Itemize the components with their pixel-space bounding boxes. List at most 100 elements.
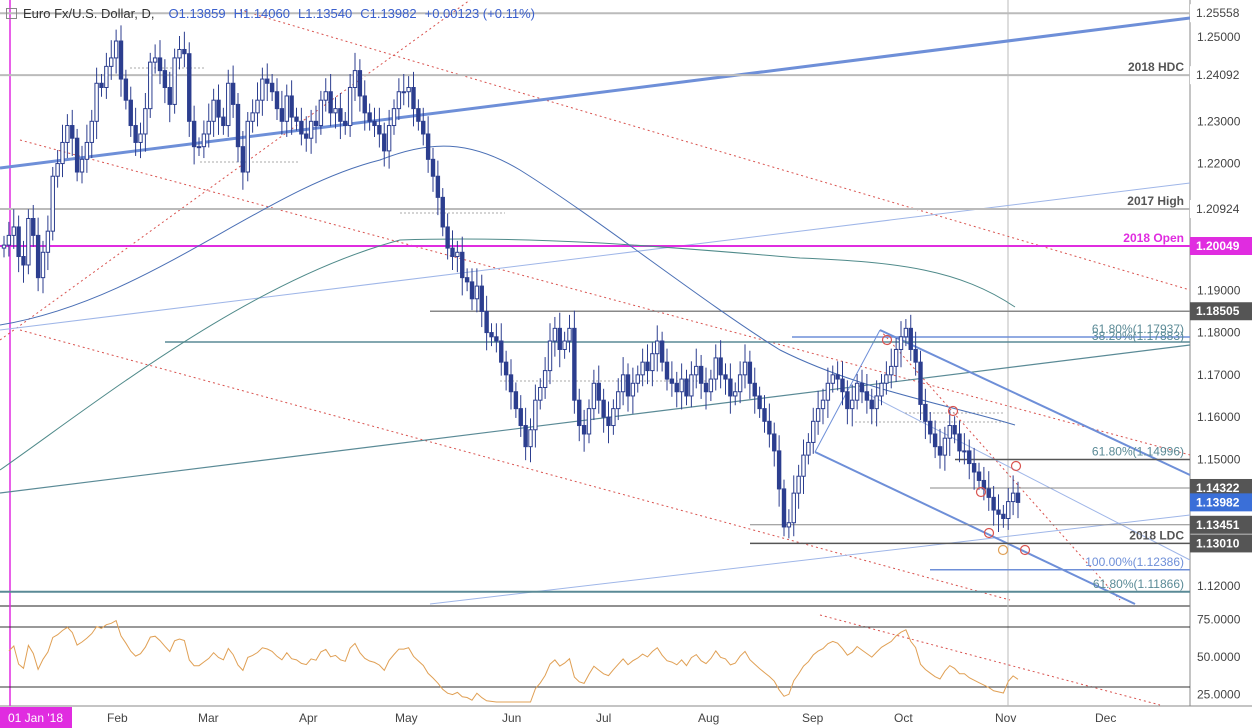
candle — [157, 40, 163, 85]
price-badge-text: 1.14322 — [1196, 481, 1240, 495]
candle — [689, 361, 694, 408]
price-badge-text: 1.20049 — [1196, 239, 1240, 253]
candle — [747, 350, 753, 399]
month-label: Feb — [107, 711, 128, 725]
candle — [737, 361, 743, 404]
candle — [674, 371, 679, 408]
candle — [416, 99, 421, 131]
rsi-pane[interactable] — [0, 606, 1190, 706]
candle — [489, 323, 494, 347]
candle — [694, 348, 699, 389]
pivot-markers — [881, 334, 1031, 556]
candle — [494, 323, 499, 353]
candle — [99, 73, 104, 97]
price-badge-text: 1.24092 — [1196, 68, 1240, 82]
month-label: Jun — [502, 711, 521, 725]
pivot-marker — [997, 544, 1009, 556]
price-badge-text: 1.18505 — [1196, 304, 1240, 318]
pivot-marker — [881, 334, 893, 346]
rsi-axis[interactable]: 75.0000 50.0000 25.0000 — [1197, 613, 1241, 702]
teal-trendline — [0, 344, 1191, 494]
candle — [703, 367, 709, 410]
candle — [74, 128, 80, 182]
candle — [182, 31, 187, 68]
candle — [1001, 504, 1006, 528]
red-diagonal-up — [0, 0, 471, 341]
price-badge-text: 1.20924 — [1196, 202, 1240, 216]
price-badge — [1190, 4, 1252, 23]
rsi-line — [8, 619, 1019, 703]
static-lines — [0, 0, 1191, 706]
open-value: O1.13859 — [168, 5, 226, 21]
candle — [372, 107, 377, 137]
symbol-title[interactable]: Euro Fx/U.S. Dollar, D, — [23, 5, 155, 21]
candle — [255, 82, 260, 127]
candle — [937, 428, 943, 469]
rsi-trendline — [819, 614, 1161, 706]
candle — [21, 240, 26, 283]
candle — [679, 363, 684, 410]
candle — [445, 213, 450, 260]
price-tick: 1.25000 — [1197, 30, 1241, 44]
candle — [971, 447, 977, 490]
collapse-icon[interactable] — [6, 7, 17, 19]
candle — [284, 84, 289, 137]
candle — [806, 433, 811, 465]
candle — [918, 350, 923, 421]
time-axis[interactable]: 01 Jan '18 Feb Mar Apr May Jun Jul Aug Sep Oct Nov… — [0, 707, 1116, 728]
level-label-fib1499: 61.80%(1.14996) — [1092, 445, 1184, 459]
candle — [328, 73, 333, 127]
candle — [65, 114, 70, 159]
candle — [616, 378, 621, 421]
candle — [450, 230, 455, 271]
candle — [577, 388, 582, 442]
candle — [31, 204, 36, 247]
candle — [289, 80, 294, 135]
pivot-marker — [983, 527, 995, 539]
candle — [406, 76, 411, 108]
price-tick: 1.19000 — [1197, 283, 1241, 297]
candle — [11, 209, 16, 249]
rsi-indicator — [0, 619, 1190, 703]
price-badge-text: 1.25558 — [1196, 6, 1240, 20]
candle — [16, 215, 21, 273]
price-tick: 1.22000 — [1197, 157, 1241, 171]
candle — [781, 479, 787, 537]
price-pane[interactable] — [0, 0, 1190, 606]
level-label-open2018: 2018 Open — [1123, 231, 1184, 245]
candle — [113, 29, 119, 74]
price-badge — [1190, 302, 1252, 321]
candle — [35, 217, 41, 292]
high-value: H1.14060 — [233, 5, 290, 21]
ma-50 — [0, 145, 1016, 426]
candle — [1, 235, 7, 258]
candle — [986, 471, 991, 511]
change-value: +0.00123 (+0.11%) — [424, 5, 535, 21]
price-badge — [1190, 478, 1252, 497]
candle — [513, 382, 519, 418]
candle — [898, 321, 904, 368]
fib-label-618: 61.80%(1.17937) — [1092, 322, 1184, 336]
candle — [962, 433, 967, 465]
channel-lower — [814, 451, 1136, 605]
price-badge-text: 1.13010 — [1196, 536, 1240, 550]
candle — [60, 124, 65, 178]
candle — [1006, 488, 1011, 530]
candle — [669, 361, 675, 397]
candle — [79, 145, 85, 184]
candle — [508, 359, 514, 410]
fib-label-382: 38.20%(1.17883) — [1092, 329, 1184, 343]
candle — [347, 73, 353, 137]
candle — [133, 107, 138, 156]
candle — [923, 388, 928, 440]
candle — [474, 268, 480, 313]
candle — [104, 52, 109, 99]
price-badge — [1190, 237, 1252, 255]
candle — [440, 188, 445, 237]
candle — [859, 369, 865, 404]
candlesticks[interactable] — [1, 25, 1021, 539]
candle — [952, 416, 957, 444]
candle — [567, 314, 572, 353]
candle — [6, 221, 12, 257]
